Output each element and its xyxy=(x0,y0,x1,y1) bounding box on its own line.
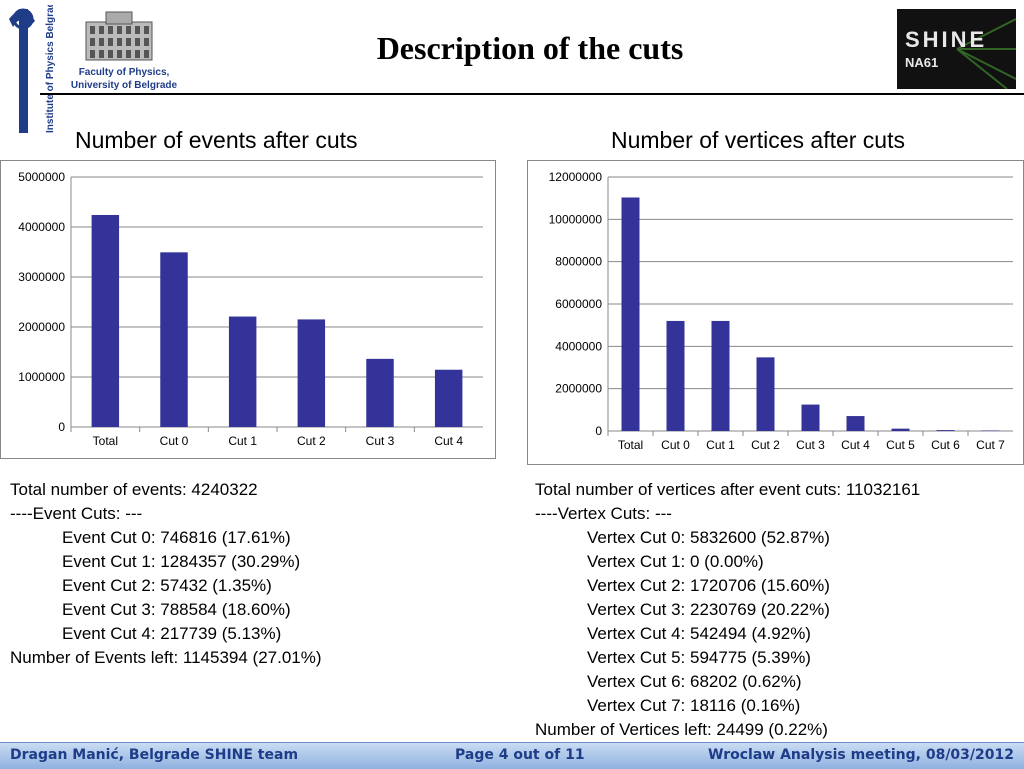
vertex-cut-7: Vertex Cut 7: 18116 (0.16%) xyxy=(587,696,801,715)
vertices-y-tick-label: 10000000 xyxy=(549,212,603,226)
vertices-bar xyxy=(711,320,730,431)
vertices-y-tick-label: 2000000 xyxy=(555,382,602,396)
events-stats: Total number of events: 4240322 ----Even… xyxy=(10,478,322,670)
vertices-chart-svg: 0 2000000 4000000 6000000 8000000 10000000 120… xyxy=(549,170,1013,452)
events-x-tick-label: Cut 3 xyxy=(366,434,395,448)
footer-author: Dragan Manić, Belgrade SHINE team xyxy=(10,747,299,763)
vertex-cut-3: Vertex Cut 3: 2230769 (20.22%) xyxy=(587,600,830,619)
slide-title: Description of the cuts xyxy=(376,30,684,66)
events-chart-svg: 0 1000000 2000000 3000000 4000000 5000000 Tota… xyxy=(18,170,483,448)
vertices-bar xyxy=(801,404,820,431)
vertices-y-tick-label: 0 xyxy=(595,424,602,438)
events-bar xyxy=(228,316,257,427)
events-y-tick-label: 1000000 xyxy=(18,370,65,384)
vertices-cuts-header: ----Vertex Cuts: --- xyxy=(535,504,672,523)
event-cut-4: Event Cut 4: 217739 (5.13%) xyxy=(62,624,282,643)
vertices-bar xyxy=(666,320,685,431)
footer-page: Page 4 out of 11 xyxy=(455,747,585,763)
event-cut-1: Event Cut 1: 1284357 (30.29%) xyxy=(62,552,301,571)
shine-text: SHINE xyxy=(905,27,987,52)
vertices-x-tick-label: Cut 7 xyxy=(976,438,1005,452)
vertices-chart: 0 2000000 4000000 6000000 8000000 10000000 120… xyxy=(527,160,1024,465)
events-chart: 0 1000000 2000000 3000000 4000000 5000000 Tota… xyxy=(0,160,496,459)
vertices-x-tick-label: Cut 3 xyxy=(796,438,825,452)
vertices-y-tick-label: 8000000 xyxy=(555,255,602,269)
events-total: Total number of events: 4240322 xyxy=(10,480,258,499)
vertex-cut-1: Vertex Cut 1: 0 (0.00%) xyxy=(587,552,764,571)
vertices-x-tick-label: Cut 2 xyxy=(751,438,780,452)
event-cut-2: Event Cut 2: 57432 (1.35%) xyxy=(62,576,272,595)
vertices-bar xyxy=(756,357,775,431)
vertices-x-tick-label: Total xyxy=(618,438,643,452)
events-x-tick-label: Cut 4 xyxy=(434,434,463,448)
events-x-tick-label: Cut 2 xyxy=(297,434,326,448)
events-bar xyxy=(91,214,120,427)
vertices-bar xyxy=(621,197,640,431)
events-x-tick-label: Cut 1 xyxy=(228,434,257,448)
na61-text: NA61 xyxy=(905,55,938,70)
events-y-tick-label: 5000000 xyxy=(18,170,65,184)
event-cut-3: Event Cut 3: 788584 (18.60%) xyxy=(62,600,291,619)
events-x-tick-label: Cut 0 xyxy=(160,434,189,448)
vertices-chart-title: Number of vertices after cuts xyxy=(611,127,905,153)
vertex-cut-2: Vertex Cut 2: 1720706 (15.60%) xyxy=(587,576,830,595)
faculty-label: Faculty of Physics, University of Belgra… xyxy=(56,66,192,92)
vertices-x-tick-label: Cut 4 xyxy=(841,438,870,452)
vertices-total: Total number of vertices after event cut… xyxy=(535,480,921,499)
faculty-building-logo xyxy=(85,11,153,61)
header-rule xyxy=(40,93,1024,95)
events-y-tick-label: 3000000 xyxy=(18,270,65,284)
events-cuts-header: ----Event Cuts: --- xyxy=(10,504,143,523)
events-bar xyxy=(366,358,394,427)
faculty-line1: Faculty of Physics, xyxy=(78,67,170,78)
vertices-x-tick-label: Cut 0 xyxy=(661,438,690,452)
events-bar xyxy=(297,319,326,427)
vertices-bar xyxy=(891,428,910,431)
events-bar xyxy=(160,252,188,427)
vertices-bar xyxy=(981,430,1000,431)
vertices-x-tick-label: Cut 1 xyxy=(706,438,735,452)
vertices-bar xyxy=(936,430,955,431)
vertex-cut-6: Vertex Cut 6: 68202 (0.62%) xyxy=(587,672,802,691)
vertices-x-tick-label: Cut 6 xyxy=(931,438,960,452)
vertices-y-tick-label: 6000000 xyxy=(555,297,602,311)
vertices-stats: Total number of vertices after event cut… xyxy=(535,478,920,742)
vertices-left: Number of Vertices left: 24499 (0.22%) xyxy=(535,720,828,739)
vertex-cut-5: Vertex Cut 5: 594775 (5.39%) xyxy=(587,648,811,667)
events-y-tick-label: 2000000 xyxy=(18,320,65,334)
vertices-bar xyxy=(846,416,865,431)
events-chart-title: Number of events after cuts xyxy=(75,127,358,153)
event-cut-0: Event Cut 0: 746816 (17.61%) xyxy=(62,528,291,547)
vertices-y-tick-label: 4000000 xyxy=(555,339,602,353)
events-bar xyxy=(434,369,463,427)
vertex-cut-0: Vertex Cut 0: 5832600 (52.87%) xyxy=(587,528,830,547)
vertices-y-tick-label: 12000000 xyxy=(549,170,603,184)
events-left: Number of Events left: 1145394 (27.01%) xyxy=(10,648,322,667)
events-x-tick-label: Total xyxy=(93,434,118,448)
institute-logo: Institute of Physics Belgrade - Serbia xyxy=(9,5,56,133)
institute-text: Institute of Physics Belgrade - Serbia xyxy=(45,5,56,133)
vertex-cut-4: Vertex Cut 4: 542494 (4.92%) xyxy=(587,624,811,643)
vertices-x-tick-label: Cut 5 xyxy=(886,438,915,452)
footer-meeting: Wroclaw Analysis meeting, 08/03/2012 xyxy=(708,747,1014,763)
footer-bar: Dragan Manić, Belgrade SHINE team Page 4… xyxy=(0,742,1024,769)
faculty-line2: University of Belgrade xyxy=(70,80,178,91)
events-y-tick-label: 0 xyxy=(58,420,65,434)
shine-na61-logo: SHINE NA61 xyxy=(897,9,1016,89)
events-y-tick-label: 4000000 xyxy=(18,220,65,234)
